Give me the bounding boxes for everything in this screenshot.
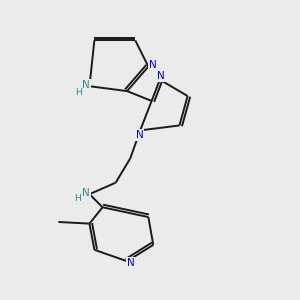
Text: N: N bbox=[158, 71, 165, 81]
Text: H: H bbox=[74, 194, 80, 203]
Text: N: N bbox=[149, 60, 157, 70]
Text: N: N bbox=[127, 258, 134, 268]
Text: N: N bbox=[136, 130, 143, 140]
Text: N: N bbox=[82, 188, 90, 198]
Text: N: N bbox=[82, 80, 90, 90]
Text: H: H bbox=[75, 88, 82, 97]
